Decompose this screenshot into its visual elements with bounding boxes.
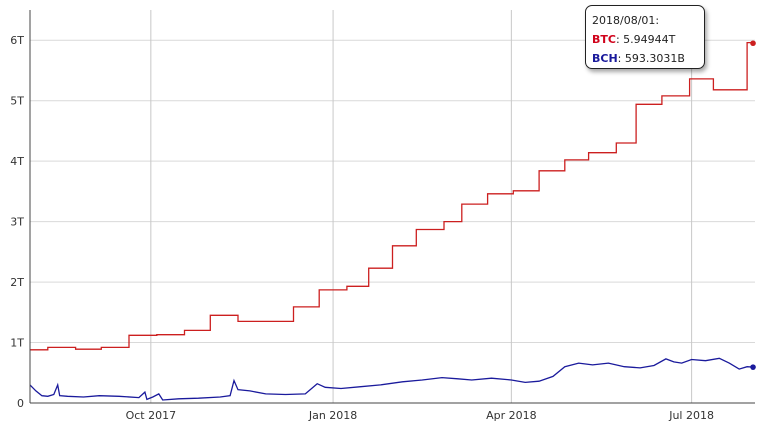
tooltip-series-name: BTC (592, 33, 616, 46)
tooltip-series-name: BCH (592, 52, 618, 65)
y-tick-label: 3T (10, 216, 24, 229)
y-tick-label: 4T (10, 155, 24, 168)
hover-tooltip: 2018/08/01: BTC: 5.94944T BCH: 593.3031B (585, 5, 705, 69)
y-tick-label: 2T (10, 276, 24, 289)
x-tick-label: Oct 2017 (126, 409, 177, 422)
grid (30, 10, 755, 403)
x-tick-label: Apr 2018 (486, 409, 537, 422)
y-tick-label: 1T (10, 337, 24, 350)
tooltip-value: 5.94944T (623, 33, 676, 46)
tooltip-date: 2018/08/01: (592, 14, 660, 27)
series-line-btc (30, 41, 754, 351)
tooltip-value: 593.3031B (624, 52, 685, 65)
y-tick-label: 5T (10, 95, 24, 108)
y-tick-label: 0 (17, 397, 24, 410)
series-layer (29, 40, 756, 401)
tooltip-row-btc: BTC: 5.94944T (592, 33, 676, 46)
series-line-bch (29, 357, 754, 401)
x-tick-label: Jul 2018 (668, 409, 714, 422)
axes: 0 1T 2T 3T 4T 5T 6T Oct 2017 Jan 2018 Apr 2018 Jul… (10, 10, 755, 422)
y-tick-label: 6T (10, 34, 24, 47)
tooltip-row-bch: BCH: 593.3031B (592, 52, 685, 65)
x-tick-label: Jan 2018 (308, 409, 357, 422)
hover-marker-btc (750, 40, 756, 47)
hover-marker-bch (750, 364, 756, 370)
